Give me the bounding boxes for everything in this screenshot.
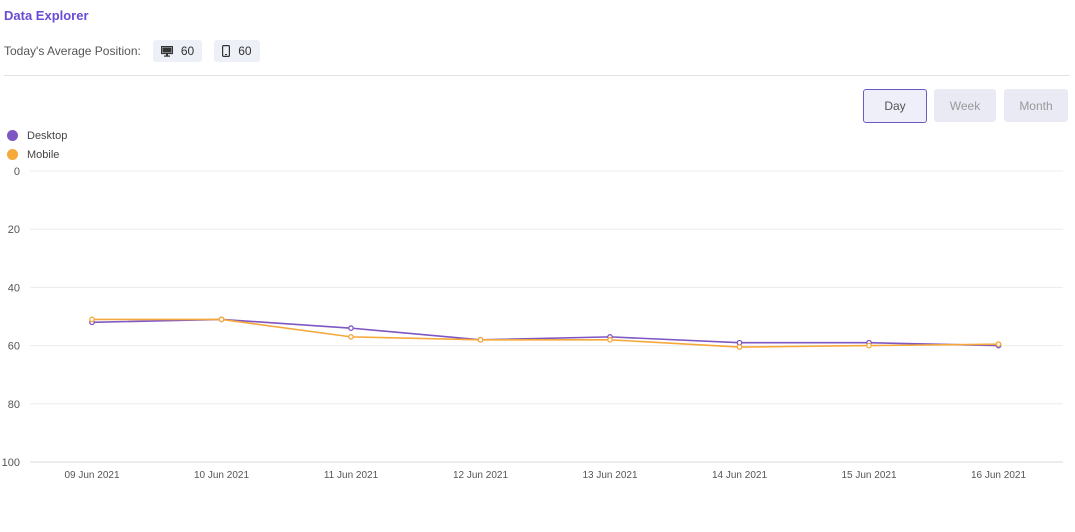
average-position-label: Today's Average Position: <box>4 44 141 58</box>
x-tick-label: 11 Jun 2021 <box>324 470 379 481</box>
x-tick-label: 12 Jun 2021 <box>453 470 508 481</box>
data-point-mobile <box>477 336 484 343</box>
data-point-mobile <box>218 316 225 323</box>
y-tick-label-20: 20 <box>8 224 20 236</box>
desktop-average-pill: 60 <box>152 40 203 62</box>
legend-dot-desktop <box>7 130 18 141</box>
y-tick-label-60: 60 <box>8 341 20 353</box>
average-position-row: Today's Average Position: 60 60 <box>4 40 272 62</box>
legend-label-mobile: Mobile <box>27 148 60 161</box>
chart-legend: Desktop Mobile <box>7 126 67 164</box>
data-point-mobile <box>736 344 743 350</box>
data-point-desktop <box>348 325 354 331</box>
x-tick-label: 14 Jun 2021 <box>712 470 767 481</box>
day-button[interactable]: Day <box>863 89 927 123</box>
x-tick-label: 16 Jun 2021 <box>971 470 1026 481</box>
desktop-average-value: 60 <box>180 44 195 58</box>
data-point-mobile <box>995 341 1002 347</box>
data-point-mobile <box>89 316 95 323</box>
data-point-mobile <box>607 336 613 343</box>
y-tick-label-0: 0 <box>14 166 20 178</box>
x-tick-label: 13 Jun 2021 <box>582 470 637 481</box>
data-point-mobile <box>866 342 872 349</box>
legend-item-desktop[interactable]: Desktop <box>7 126 67 145</box>
header-divider <box>4 75 1070 76</box>
series-line-mobile <box>92 318 999 348</box>
month-button[interactable]: Month <box>1004 89 1068 122</box>
week-button[interactable]: Week <box>934 89 996 122</box>
y-tick-label-80: 80 <box>8 399 20 411</box>
x-tick-label: 15 Jun 2021 <box>841 470 896 481</box>
mobile-phone-icon <box>222 45 231 57</box>
data-point-mobile <box>348 334 354 340</box>
desktop-icon <box>160 45 173 57</box>
series-line-desktop <box>91 318 999 347</box>
y-tick-label-40: 40 <box>8 282 20 294</box>
legend-label-desktop: Desktop <box>27 129 68 142</box>
x-tick-label: 10 Jun 2021 <box>194 470 249 481</box>
page-title: Data Explorer <box>4 8 89 23</box>
legend-dot-mobile <box>7 149 18 160</box>
mobile-average-value: 60 <box>238 44 252 58</box>
mobile-average-pill: 60 <box>214 40 260 62</box>
legend-item-mobile[interactable]: Mobile <box>7 145 67 164</box>
x-tick-label: 09 Jun 2021 <box>64 470 119 481</box>
y-tick-label-100: 100 <box>2 457 20 469</box>
